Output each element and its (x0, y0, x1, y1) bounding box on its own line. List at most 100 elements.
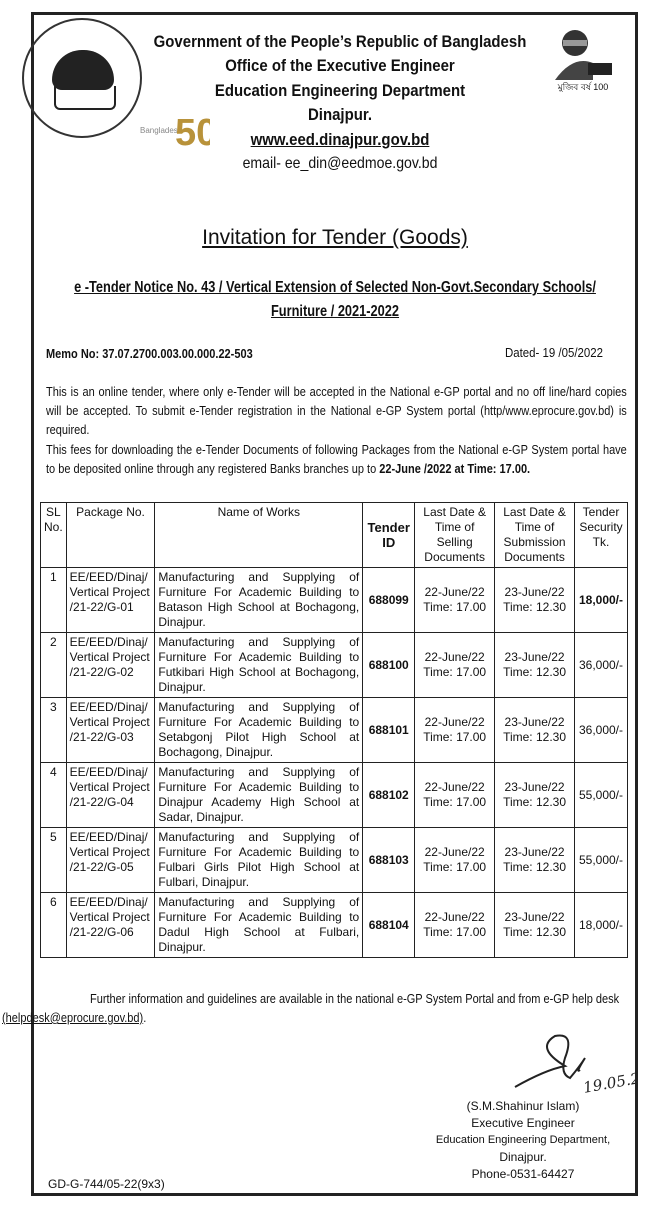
selling-date: 22-June/22 (424, 845, 485, 859)
cell-name: Manufacturing and Supplying of Furniture… (154, 762, 364, 828)
cell-submission: 23-June/22 Time: 12.30 (494, 697, 575, 763)
col-selling: Last Date & Time of Selling Documents (414, 502, 496, 568)
col-submission: Last Date & Time of Submission Documents (494, 502, 575, 568)
paragraph-fees: This fees for downloading the e-Tender D… (46, 441, 627, 479)
submission-date: 23-June/22 (504, 715, 565, 729)
memo-number: Memo No: 37.07.2700.003.00.000.22-503 (46, 347, 253, 361)
submission-date: 23-June/22 (504, 650, 565, 664)
col-name: Name of Works (154, 502, 364, 568)
col-tender-id: Tender ID (362, 502, 416, 568)
cell-security: 18,000/- (573, 892, 629, 958)
eed-seal-logo (22, 18, 142, 138)
signatory-block: (S.M.Shahinur Islam) Executive Engineer … (433, 1098, 613, 1183)
cell-selling: 22-June/22 Time: 17.00 (414, 697, 496, 763)
col-package: Package No. (65, 502, 156, 568)
cell-selling: 22-June/22 Time: 17.00 (414, 567, 496, 633)
table-row: 5 EE/EED/Dinaj/Vertical Project /21-22/G… (40, 827, 629, 893)
signatory-city: Dinajpur. (499, 1150, 547, 1164)
submission-time: Time: 12.30 (503, 860, 566, 874)
submission-time: Time: 12.30 (503, 795, 566, 809)
table-row: 4 EE/EED/Dinaj/Vertical Project /21-22/G… (40, 762, 629, 828)
footer-code: GD-G-744/05-22(9x3) (48, 1177, 165, 1191)
cell-sl: 3 (40, 697, 67, 763)
cell-package: EE/EED/Dinaj/Vertical Project /21-22/G-0… (65, 632, 156, 698)
page-title: Invitation for Tender (Goods) (202, 226, 468, 249)
paragraph-online-tender: This is an online tender, where only e-T… (46, 385, 627, 437)
email-text: email- ee_din@eedmoe.gov.bd (242, 155, 438, 172)
table-row: 3 EE/EED/Dinaj/Vertical Project /21-22/G… (40, 697, 629, 763)
cell-name: Manufacturing and Supplying of Furniture… (154, 567, 364, 633)
cell-submission: 23-June/22 Time: 12.30 (494, 762, 575, 828)
notice-line-1: e -Tender Notice No. 43 / Vertical Exten… (74, 279, 596, 296)
cell-package: EE/EED/Dinaj/Vertical Project /21-22/G-0… (65, 827, 156, 893)
signatory-designation: Executive Engineer (471, 1116, 575, 1130)
cell-sl: 2 (40, 632, 67, 698)
header-government: Government of the People’s Republic of B… (153, 32, 527, 51)
further-info-text: Further information and guidelines are a… (90, 992, 620, 1006)
submission-time: Time: 12.30 (503, 730, 566, 744)
submission-date: 23-June/22 (504, 780, 565, 794)
cell-sl: 5 (40, 827, 67, 893)
dated: Dated- 19 /05/2022 (505, 345, 603, 360)
further-info: Further information and guidelines are a… (2, 990, 627, 1028)
selling-date: 22-June/22 (424, 780, 485, 794)
website-link[interactable]: www.eed.dinajpur.gov.bd (250, 130, 430, 149)
cell-tender-id: 688100 (362, 632, 416, 698)
cell-package: EE/EED/Dinaj/Vertical Project /21-22/G-0… (65, 697, 156, 763)
table-row: 2 EE/EED/Dinaj/Vertical Project /21-22/G… (40, 632, 629, 698)
selling-date: 22-June/22 (424, 715, 485, 729)
cell-submission: 23-June/22 Time: 12.30 (494, 827, 575, 893)
svg-text:50: 50 (175, 112, 210, 150)
signatory-phone: Phone-0531-64427 (471, 1167, 575, 1181)
cell-tender-id: 688099 (362, 567, 416, 633)
header-department: Education Engineering Department (214, 81, 466, 100)
table-row: 6 EE/EED/Dinaj/Vertical Project /21-22/G… (40, 892, 629, 958)
cell-security: 55,000/- (573, 827, 629, 893)
cell-name: Manufacturing and Supplying of Furniture… (154, 827, 364, 893)
cell-submission: 23-June/22 Time: 12.30 (494, 632, 575, 698)
submission-date: 23-June/22 (504, 845, 565, 859)
cell-selling: 22-June/22 Time: 17.00 (414, 892, 496, 958)
cell-tender-id: 688104 (362, 892, 416, 958)
cell-name: Manufacturing and Supplying of Furniture… (154, 892, 364, 958)
cell-name: Manufacturing and Supplying of Furniture… (154, 697, 364, 763)
header-office: Office of the Executive Engineer (225, 56, 455, 75)
submission-time: Time: 12.30 (503, 665, 566, 679)
signatory-department: Education Engineering Department, (435, 1134, 611, 1146)
cell-package: EE/EED/Dinaj/Vertical Project /21-22/G-0… (65, 567, 156, 633)
cell-sl: 6 (40, 892, 67, 958)
selling-time: Time: 17.00 (423, 730, 487, 744)
cell-sl: 1 (40, 567, 67, 633)
selling-time: Time: 17.00 (423, 925, 487, 939)
cell-selling: 22-June/22 Time: 17.00 (414, 827, 496, 893)
signatory-name: (S.M.Shahinur Islam) (466, 1099, 580, 1113)
col-security: Tender Security Tk. (573, 502, 629, 568)
cell-selling: 22-June/22 Time: 17.00 (414, 762, 496, 828)
cell-package: EE/EED/Dinaj/Vertical Project /21-22/G-0… (65, 762, 156, 828)
submission-time: Time: 12.30 (503, 925, 566, 939)
fees-text: This fees for downloading the e-Tender D… (46, 443, 627, 476)
selling-date: 22-June/22 (424, 650, 485, 664)
table-header-row: SL No. Package No. Name of Works Tender … (40, 502, 629, 568)
helpdesk-link[interactable]: (helpdesk@eprocure.gov.bd) (2, 1011, 144, 1025)
cell-sl: 4 (40, 762, 67, 828)
selling-time: Time: 17.00 (423, 860, 487, 874)
cell-selling: 22-June/22 Time: 17.00 (414, 632, 496, 698)
selling-date: 22-June/22 (424, 910, 485, 924)
mujib-100-text: মুজিব বর্ষ 100 (557, 82, 609, 92)
cell-tender-id: 688103 (362, 827, 416, 893)
header-city: Dinajpur. (307, 105, 373, 124)
col-sl: SL No. (40, 502, 67, 568)
svg-text:Bangladesh: Bangladesh (140, 126, 182, 135)
signature-image: 19.05.22 (514, 1034, 635, 1094)
submission-date: 23-June/22 (504, 910, 565, 924)
selling-time: Time: 17.00 (423, 600, 487, 614)
cell-tender-id: 688101 (362, 697, 416, 763)
cell-security: 55,000/- (573, 762, 629, 828)
submission-time: Time: 12.30 (503, 600, 566, 614)
cell-security: 36,000/- (573, 697, 629, 763)
cell-security: 36,000/- (573, 632, 629, 698)
cell-name: Manufacturing and Supplying of Furniture… (154, 632, 364, 698)
